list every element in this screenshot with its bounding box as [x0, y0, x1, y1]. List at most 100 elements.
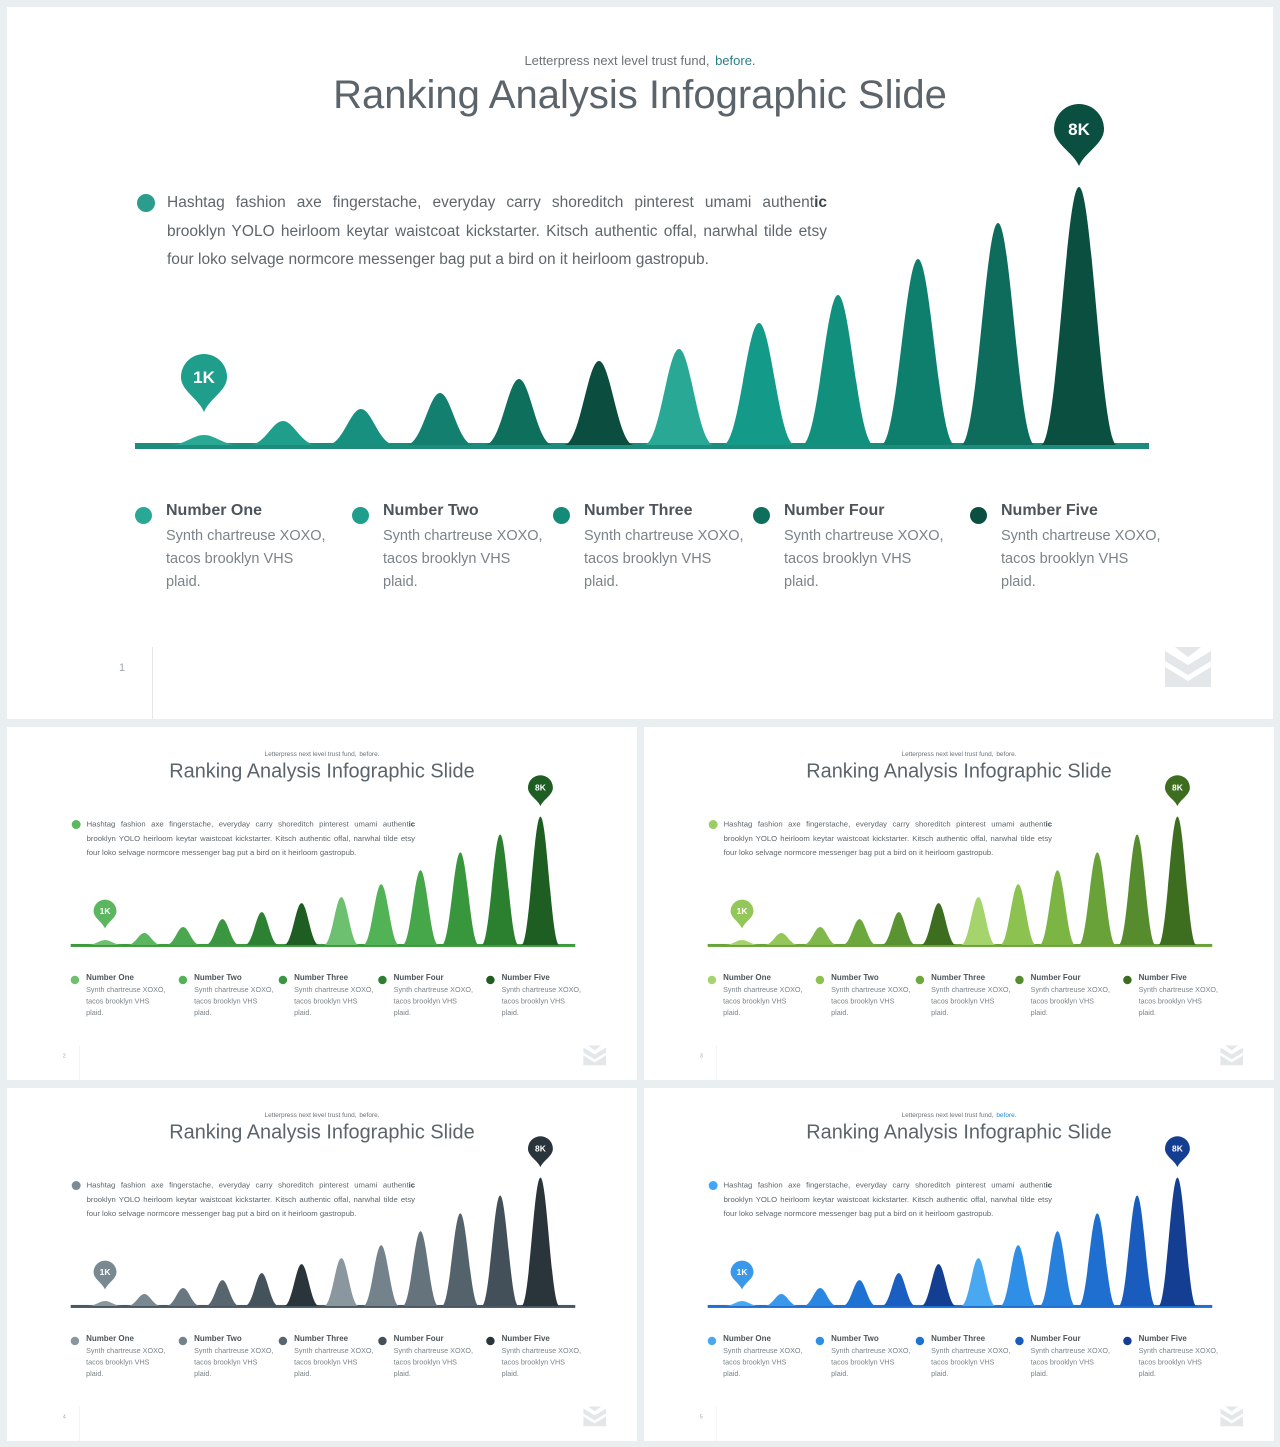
- legend-title: Number One: [86, 973, 134, 982]
- pin-low-marker-label: 1K: [100, 1267, 112, 1277]
- pin-low-marker-label: 1K: [737, 1267, 749, 1277]
- legend-description: Synth chartreuse XOXO, tacos brooklyn VH…: [294, 986, 374, 1018]
- intro-bullet-dot: [708, 820, 718, 830]
- legend-description: Synth chartreuse XOXO, tacos brooklyn VH…: [784, 528, 944, 590]
- legend-title: Number One: [723, 1334, 771, 1343]
- intro-emphasis: ic: [408, 1181, 416, 1190]
- legend-dot: [135, 507, 152, 524]
- chart-baseline: [707, 943, 1213, 947]
- legend-description: Synth chartreuse XOXO, tacos brooklyn VH…: [194, 1347, 274, 1379]
- slide-subtitle: Letterpress next level trust fund, befor…: [644, 1111, 1274, 1118]
- intro-paragraph: Hashtag fashion axe fingerstache, everyd…: [86, 820, 416, 857]
- chart-peak-1: [87, 939, 123, 945]
- slide-subtitle: Letterpress next level trust fund, befor…: [7, 53, 1273, 68]
- legend-dot: [278, 1336, 288, 1346]
- slide-1[interactable]: Letterpress next level trust fund, befor…: [7, 7, 1273, 719]
- legend-title: Number Three: [584, 502, 693, 519]
- pin-low-marker-label: 1K: [100, 906, 112, 916]
- ranking-chart: 1K 8K: [70, 1136, 576, 1308]
- legend-title: Number Five: [1138, 1334, 1187, 1343]
- slide-3[interactable]: Letterpress next level trust fund, befor…: [644, 727, 1274, 1080]
- chart-peak-1: [87, 1300, 123, 1306]
- chart-peak-8: [363, 884, 400, 945]
- subtitle-text: Letterpress next level trust fund,: [901, 1110, 994, 1119]
- intro-bullet-dot: [137, 194, 155, 212]
- legend-dot: [486, 1336, 495, 1346]
- legend-description: Synth chartreuse XOXO, tacos brooklyn VH…: [1030, 986, 1111, 1018]
- legend-title: Number One: [86, 1334, 134, 1343]
- pin-high-marker: 8K: [1054, 104, 1104, 166]
- legend-description: Synth chartreuse XOXO, tacos brooklyn VH…: [931, 1347, 1011, 1379]
- chart-peak-4: [205, 1280, 240, 1306]
- chart-peak-9: [1039, 870, 1076, 945]
- slide-content: Letterpress next level trust fund, befor…: [7, 1088, 637, 1441]
- legend-dot: [915, 975, 925, 985]
- intro-paragraph: Hashtag fashion axe fingerstache, everyd…: [167, 194, 827, 268]
- slide-2[interactable]: Letterpress next level trust fund, befor…: [7, 727, 637, 1080]
- ranking-chart: 1K 8K: [70, 775, 576, 947]
- legend-description: Synth chartreuse XOXO, tacos brooklyn VH…: [393, 1347, 474, 1379]
- chart-peak-7: [960, 897, 996, 945]
- legend-description: Synth chartreuse XOXO, tacos brooklyn VH…: [294, 1347, 374, 1379]
- legend-dot: [815, 1336, 825, 1346]
- intro-paragraph: Hashtag fashion axe fingerstache, everyd…: [86, 1181, 416, 1218]
- chart-peak-9: [802, 295, 874, 445]
- intro-bullet-dot: [71, 820, 81, 830]
- legend-title: Number Four: [1030, 1334, 1081, 1343]
- chart-peak-7: [323, 897, 359, 945]
- chart-peak-5: [485, 379, 553, 445]
- legend-dot: [178, 975, 188, 985]
- slide-title: Ranking Analysis Infographic Slide: [806, 1120, 1112, 1143]
- chart-peak-1: [724, 939, 760, 945]
- chart-peak-2: [127, 933, 162, 945]
- chart-peak-7: [960, 1258, 996, 1306]
- legend-description: Synth chartreuse XOXO, tacos brooklyn VH…: [831, 986, 911, 1018]
- legend-title: Number Four: [784, 502, 885, 519]
- chart-peak-4: [205, 919, 240, 945]
- chart-peak-5: [881, 912, 916, 945]
- subtitle-highlight: before.: [996, 749, 1017, 758]
- legend-dot: [1015, 975, 1024, 985]
- slide-title: Ranking Analysis Infographic Slide: [806, 759, 1112, 782]
- pin-high-marker-label: 8K: [535, 1144, 547, 1154]
- chart-peak-2: [127, 1294, 162, 1306]
- slide-5[interactable]: Letterpress next level trust fund, befor…: [644, 1088, 1274, 1441]
- legend-description: Synth chartreuse XOXO, tacos brooklyn VH…: [931, 986, 1011, 1018]
- page-divider: [152, 647, 153, 719]
- chart-peak-11: [481, 834, 519, 945]
- pin-low-marker: 1K: [730, 899, 754, 929]
- logo-icon: [1165, 647, 1211, 687]
- page-number: 1: [119, 662, 126, 674]
- legend-description: Synth chartreuse XOXO, tacos brooklyn VH…: [1001, 528, 1161, 590]
- legend-title: Number Five: [1001, 502, 1098, 519]
- slide-4[interactable]: Letterpress next level trust fund, befor…: [7, 1088, 637, 1441]
- slide-subtitle: Letterpress next level trust fund, befor…: [7, 750, 637, 757]
- legend-dot: [278, 975, 288, 985]
- chart-peak-4: [406, 393, 474, 445]
- intro-paragraph: Hashtag fashion axe fingerstache, everyd…: [723, 820, 1053, 857]
- pin-low-marker: 1K: [730, 1260, 754, 1290]
- chart-peak-1: [724, 1300, 760, 1306]
- legend-dot: [815, 975, 825, 985]
- legend-title: Number Two: [831, 1334, 879, 1343]
- chart-peak-7: [323, 1258, 359, 1306]
- chart-peak-12: [1041, 187, 1117, 445]
- chart-peak-8: [723, 323, 795, 445]
- legend-title: Number Five: [1138, 973, 1187, 982]
- subtitle-highlight: before.: [359, 1110, 380, 1119]
- legend-title: Number Two: [194, 1334, 242, 1343]
- legend-description: Synth chartreuse XOXO, tacos brooklyn VH…: [501, 986, 582, 1018]
- legend-description: Synth chartreuse XOXO, tacos brooklyn VH…: [1030, 1347, 1111, 1379]
- pin-low-marker-label: 1K: [737, 906, 749, 916]
- pin-high-marker-label: 8K: [1172, 783, 1184, 793]
- chart-baseline: [70, 1304, 576, 1308]
- chart-peak-12: [1158, 816, 1197, 945]
- legend-dot: [1123, 975, 1132, 985]
- pin-high-marker: 8K: [527, 1136, 553, 1168]
- legend-description: Synth chartreuse XOXO, tacos brooklyn VH…: [86, 1347, 166, 1379]
- legend-title: Number One: [166, 502, 263, 519]
- chart-peak-9: [1039, 1231, 1076, 1306]
- legend-description: Synth chartreuse XOXO, tacos brooklyn VH…: [166, 528, 326, 590]
- logo-icon: [583, 1406, 607, 1427]
- legend-title: Number Four: [393, 1334, 444, 1343]
